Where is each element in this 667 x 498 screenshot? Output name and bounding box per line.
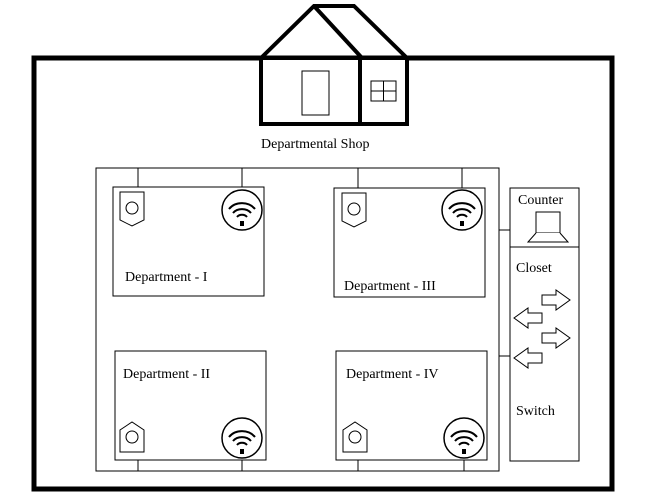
counter-label: Counter xyxy=(518,193,563,208)
wifi-router-icon xyxy=(443,417,485,459)
wifi-router-icon xyxy=(221,417,263,459)
counter-closet-panel: Counter Closet Switch xyxy=(509,187,580,462)
shop-building-icon xyxy=(259,4,409,126)
laptop-icon xyxy=(526,211,570,243)
data-flow-arrow-icon xyxy=(513,347,543,369)
closet-label: Closet xyxy=(516,261,552,276)
wifi-router-icon xyxy=(221,189,263,231)
department-box-2: Department - II xyxy=(114,350,267,471)
department-label-3: Department - III xyxy=(344,279,436,294)
security-camera-icon xyxy=(342,421,368,453)
network-area xyxy=(95,167,500,472)
shop-title: Departmental Shop xyxy=(261,137,369,152)
department-box-4: Department - IV xyxy=(335,350,488,471)
switch-label: Switch xyxy=(516,404,555,419)
security-camera-icon xyxy=(119,191,145,227)
data-flow-arrow-icon xyxy=(541,289,571,311)
data-flow-arrow-icon xyxy=(541,327,571,349)
security-camera-icon xyxy=(119,421,145,453)
department-label-2: Department - II xyxy=(123,367,210,382)
wifi-router-icon xyxy=(441,189,483,231)
shop-window xyxy=(370,80,397,102)
data-flow-arrow-icon xyxy=(513,307,543,329)
shop-door xyxy=(301,70,330,116)
department-label-4: Department - IV xyxy=(346,367,439,382)
department-box-3: Department - III xyxy=(333,168,486,298)
department-box-1: Department - I xyxy=(112,168,265,297)
department-label-1: Department - I xyxy=(125,270,208,285)
security-camera-icon xyxy=(341,192,367,228)
